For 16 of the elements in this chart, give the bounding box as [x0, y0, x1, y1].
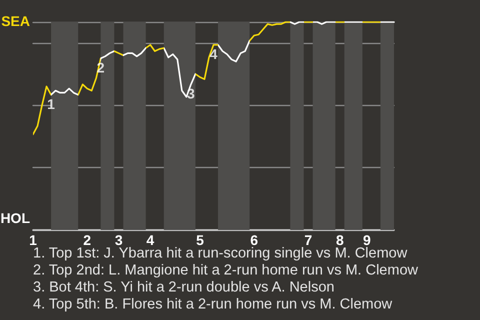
- x-tick-label: 1: [29, 232, 38, 248]
- text: SEA: [1, 13, 30, 29]
- text: 3. Bot 4th: S. Yi hit a 2-run double vs A. Nelson: [33, 280, 334, 296]
- x-tick-label: 8: [336, 232, 344, 248]
- text: 4. Top 5th: B. Flores hit a 2-run home run vs M. Clemow: [33, 296, 393, 312]
- x-tick-label: 4: [146, 232, 154, 248]
- text: HOL: [0, 210, 30, 226]
- x-tick-label: 2: [83, 232, 92, 248]
- x-tick-label: 3: [114, 232, 123, 248]
- x-tick-label: 5: [196, 232, 204, 248]
- text: 2. Top 2nd: L. Mangione hit a 2-run home run vs M. Clemow: [33, 262, 419, 278]
- x-tick-label: 9: [363, 232, 372, 248]
- x-tick-label: 7: [304, 232, 312, 248]
- annotation: 1: [47, 96, 56, 112]
- x-tick-label: 6: [250, 232, 258, 248]
- text: 1. Top 1st: J. Ybarra hit a run-scoring single vs M. Clemow: [33, 246, 408, 262]
